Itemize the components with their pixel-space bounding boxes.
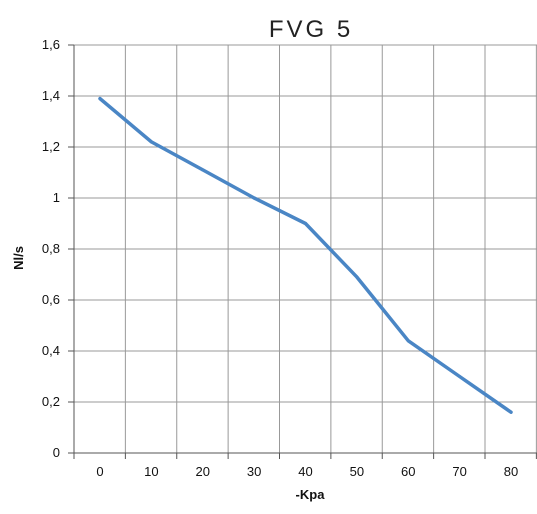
data-point bbox=[458, 375, 462, 378]
x-tick-label: 80 bbox=[504, 464, 518, 479]
axes: 0 0,2 0,4 0,6 0,8 1 1,2 1,4 1,6 0 10 20 30 40 50 60 70 80 bbox=[42, 37, 537, 479]
x-tick-label: 0 bbox=[96, 464, 103, 479]
data-point bbox=[149, 140, 153, 144]
y-tick-label: 1 bbox=[53, 190, 60, 205]
data-point bbox=[252, 196, 256, 200]
data-point bbox=[509, 410, 513, 414]
chart-title: FVG 5 bbox=[269, 16, 353, 43]
x-axis-label: -Kpa bbox=[296, 487, 326, 502]
data-point bbox=[355, 275, 359, 279]
y-tick-label: 0,6 bbox=[42, 292, 60, 307]
y-tick-label: 1,4 bbox=[42, 88, 60, 103]
data-point bbox=[406, 339, 410, 343]
x-tick-label: 60 bbox=[401, 464, 415, 479]
x-tick-label: 70 bbox=[452, 464, 466, 479]
grid bbox=[74, 44, 537, 453]
series-line bbox=[98, 96, 513, 414]
y-tick-label: 0,4 bbox=[42, 343, 60, 358]
y-tick-label: 0,2 bbox=[42, 394, 60, 409]
y-tick-label: 1,6 bbox=[42, 37, 60, 52]
x-tick-label: 50 bbox=[350, 464, 364, 479]
x-tick-label: 40 bbox=[298, 464, 312, 479]
x-tick-label: 30 bbox=[247, 464, 261, 479]
x-tick-label: 10 bbox=[144, 464, 158, 479]
y-tick-label: 0 bbox=[53, 445, 60, 460]
y-tick-label: 1,2 bbox=[42, 139, 60, 154]
data-point bbox=[98, 97, 102, 101]
y-axis-label: Nl/s bbox=[11, 246, 26, 270]
data-point bbox=[304, 222, 307, 225]
data-point bbox=[201, 168, 205, 172]
series bbox=[98, 96, 513, 414]
x-tick-label: 20 bbox=[196, 464, 210, 479]
y-tick-label: 0,8 bbox=[42, 241, 60, 256]
